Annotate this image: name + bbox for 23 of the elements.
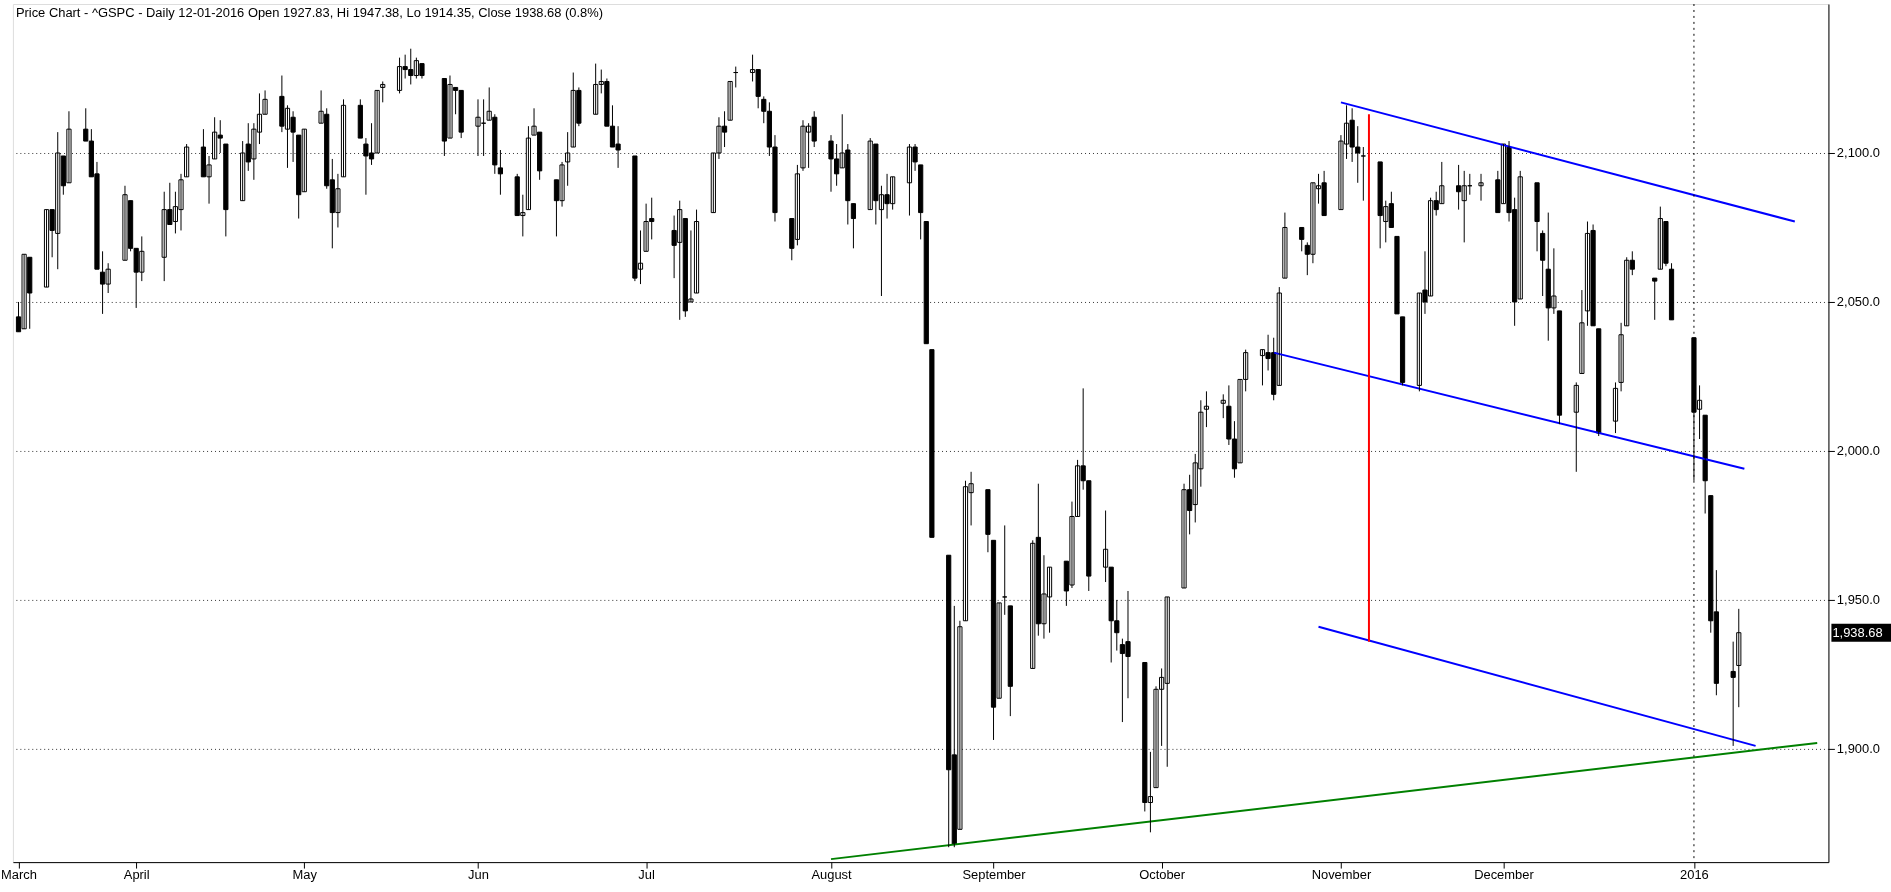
- x-tick-label: August: [811, 867, 853, 883]
- x-tick-label: May: [292, 867, 318, 883]
- x-tick-label: Jun: [468, 867, 489, 883]
- text: 1,938.68: [1832, 624, 1883, 640]
- x-tick-label: October: [1139, 867, 1186, 883]
- candlestick: [1736, 608, 1742, 708]
- candlestick: [1730, 641, 1736, 747]
- candlestick: [223, 143, 229, 237]
- y-tick-label: 2,100.0: [1836, 145, 1880, 161]
- x-tick-label: March: [1, 867, 37, 883]
- x-tick-label: September: [962, 867, 1027, 883]
- x-tick-label: December: [1474, 867, 1535, 883]
- y-tick-label: 2,000.0: [1836, 443, 1880, 459]
- x-tick-label: Jul: [638, 867, 655, 883]
- candlestick: [923, 221, 929, 345]
- x-tick-label: April: [123, 867, 150, 883]
- y-tick-label: 1,900.0: [1836, 741, 1880, 757]
- y-tick-label: 1,950.0: [1836, 592, 1880, 608]
- x-tick-label: November: [1311, 867, 1372, 883]
- x-tick-label: 2016: [1680, 867, 1709, 883]
- candlestick: [727, 80, 733, 121]
- y-tick-label: 2,050.0: [1836, 294, 1880, 310]
- chart-title: Price Chart - ^GSPC - Daily 12-01-2016 Open 1927.83, Hi 1947.38, Lo 1914.35, Close 1938.68 (0.8%): [15, 4, 604, 20]
